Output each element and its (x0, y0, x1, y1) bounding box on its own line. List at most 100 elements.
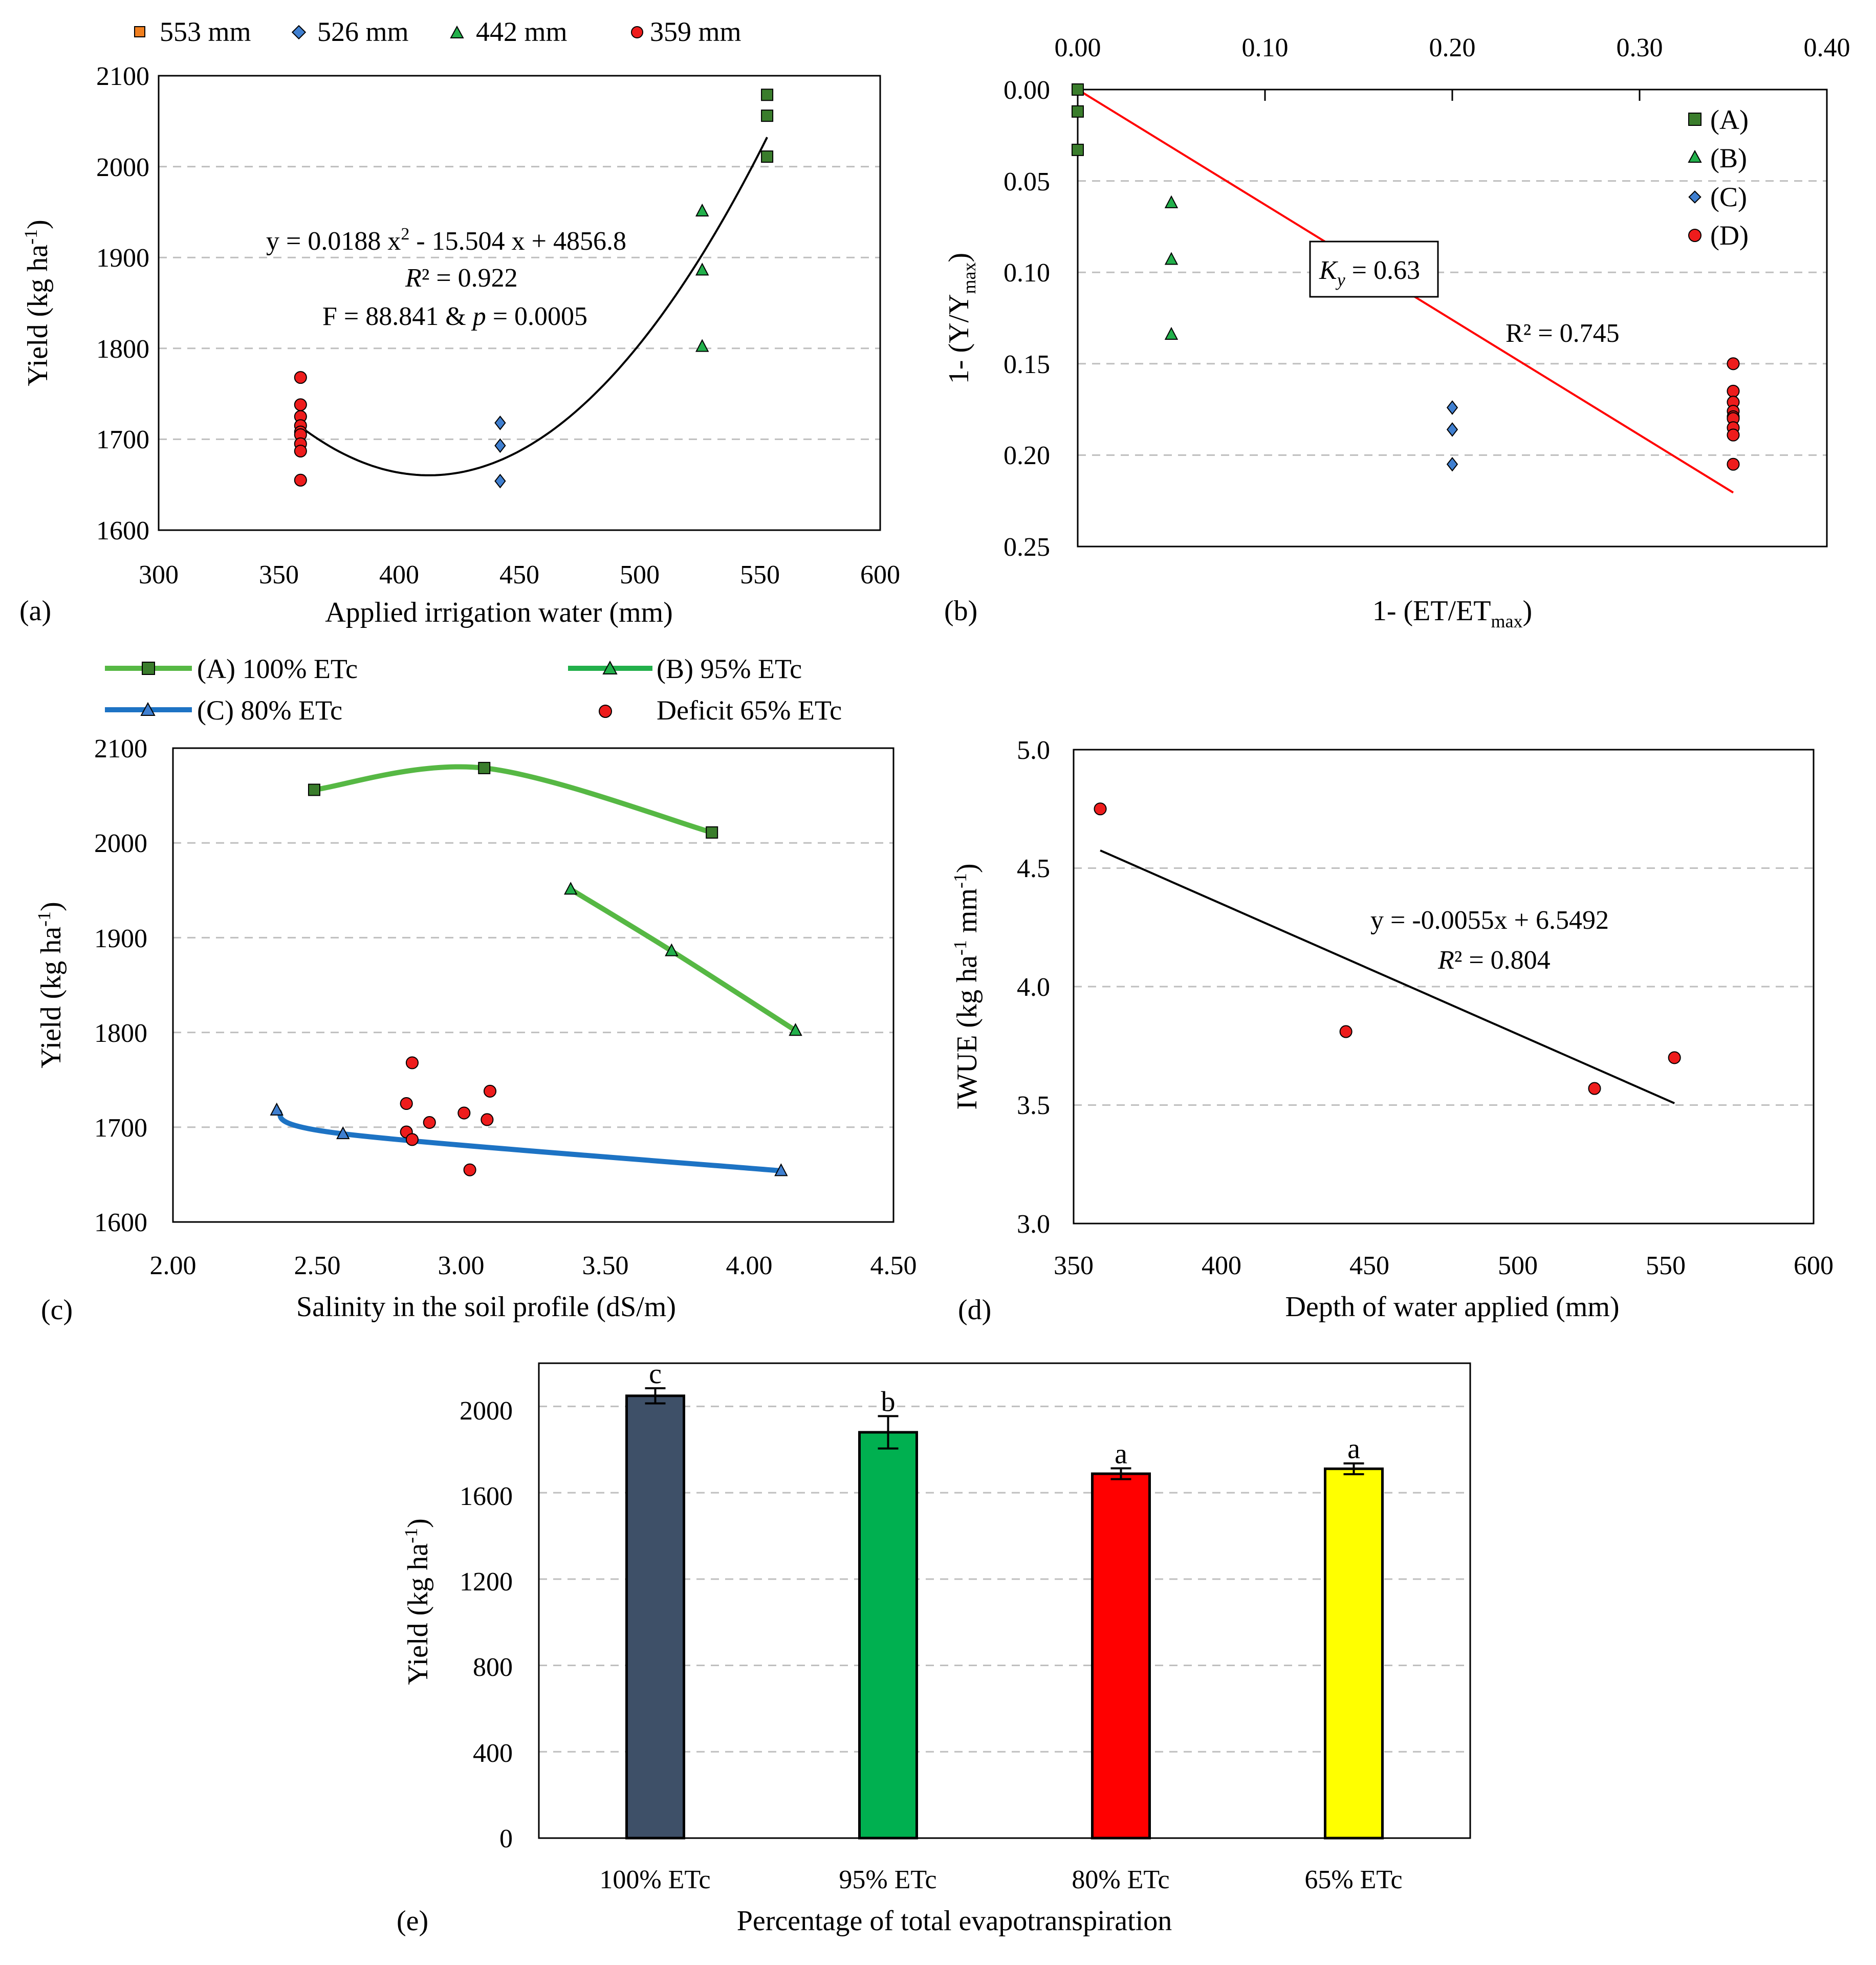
panel-b-point (1164, 252, 1179, 265)
panel-c-line-B (568, 886, 798, 1033)
panel-c-line-C (274, 1107, 784, 1173)
x-tick-label: 500 (1498, 1251, 1538, 1280)
panel-e-bar (625, 1394, 685, 1840)
panel-a-point (761, 150, 774, 163)
legend-marker-C (1688, 190, 1702, 204)
x-tick-label: 300 (139, 560, 179, 590)
panel-d-x-title: Depth of water applied (mm) (1285, 1291, 1619, 1323)
x-tick-label: 2.50 (294, 1251, 341, 1280)
panel-a-point (695, 263, 709, 276)
legend-marker-D (1688, 229, 1702, 242)
legend-marker-B (602, 660, 618, 674)
panel-c-point (336, 1126, 350, 1140)
panel-c-y-title: Yield (kg ha-1) (34, 902, 67, 1068)
panel-c-point (270, 1102, 283, 1116)
panel-e-label: (e) (397, 1905, 428, 1937)
y-tick-label: 1900 (94, 924, 147, 953)
panel-b-point (1072, 83, 1084, 96)
panel-a-point (695, 339, 709, 352)
panel-c-point (405, 1133, 419, 1146)
panel-e-x-title: Percentage of total evapotranspiration (737, 1905, 1172, 1937)
x-tick-label: 80% ETc (1072, 1865, 1169, 1894)
panel-e: c b a a 0 400 800 1200 1600 2000 100% ETc 9… (397, 1358, 1471, 1937)
panel-b-top-ticks (1077, 90, 1828, 101)
y-tick-label: 0.25 (1004, 533, 1050, 562)
panel-a-yticks: 1600 1700 1800 1900 2000 2100 (96, 62, 149, 545)
x-tick-label: 65% ETc (1304, 1865, 1402, 1894)
panel-a: 553 mm 526 mm 442 mm 359 mm 300 350 400 … (19, 16, 900, 628)
x-tick-label: 0.00 (1055, 33, 1101, 62)
panel-c-legend: (A) 100% ETc (B) 95% ETc (C) 80% ETc Def… (105, 653, 842, 726)
panel-c-xticks: 2.00 2.50 3.00 3.50 4.00 4.50 (150, 1251, 917, 1280)
x-tick-label: 3.50 (582, 1251, 629, 1280)
panel-c-point (405, 1056, 419, 1069)
legend-label-C: (C) 80% ETc (197, 695, 342, 726)
panel-a-r2: R² = 0.922 (405, 264, 518, 293)
panel-a-point (494, 473, 506, 489)
panel-d: 350 400 450 500 550 600 3.0 3.5 4.0 4.5 … (950, 736, 1834, 1326)
legend-marker-A (142, 662, 155, 675)
panel-b-point (1446, 422, 1458, 437)
legend-label-B: (B) 95% ETc (657, 653, 802, 684)
panel-b-xticks: 0.00 0.10 0.20 0.30 0.40 (1055, 33, 1850, 62)
panel-b-legend: (A) (B) (C) (D) (1688, 104, 1749, 251)
panel-a-point (494, 416, 506, 430)
panel-b-point (1072, 105, 1084, 118)
panel-c-point (423, 1116, 436, 1129)
panel-e-grid (539, 1405, 1470, 1753)
legend-marker-442 (450, 25, 464, 38)
x-tick-label: 350 (1054, 1251, 1094, 1280)
panel-b-point (1164, 326, 1179, 340)
panel-a-point (761, 89, 774, 101)
x-tick-label: 450 (1349, 1251, 1389, 1280)
panel-b-grid (1078, 180, 1827, 456)
legend-label-553: 553 mm (160, 16, 251, 47)
y-tick-label: 1600 (96, 516, 149, 545)
legend-marker-A (1688, 113, 1702, 126)
panel-e-bars: c b a a (625, 1358, 1384, 1840)
panel-c-point (481, 1113, 494, 1126)
legend-marker-359 (631, 26, 643, 38)
panel-d-y-title: IWUE (kg ha-1 mm-1) (950, 863, 983, 1109)
panel-e-bar (1091, 1472, 1151, 1840)
panel-b-point (1446, 400, 1458, 415)
x-tick-label: 500 (620, 560, 660, 590)
y-tick-label: 0.00 (1004, 76, 1050, 105)
panel-a-xticks: 300 350 400 450 500 550 600 (139, 560, 900, 590)
panel-a-point (294, 444, 307, 458)
panel-d-yticks: 3.0 3.5 4.0 4.5 5.0 (1017, 736, 1050, 1239)
panel-e-bar (858, 1431, 918, 1840)
x-tick-label: 450 (499, 560, 539, 590)
panel-b-x-title: 1- (ET/ETmax) (1372, 595, 1532, 631)
y-tick-label: 2000 (96, 153, 149, 182)
panel-a-plot-frame (158, 75, 881, 531)
y-tick-label: 1900 (96, 244, 149, 273)
x-tick-label: 0.20 (1429, 33, 1476, 62)
panel-c-point (789, 1023, 802, 1036)
legend-label-526: 526 mm (317, 16, 409, 47)
panel-c-point (483, 1084, 497, 1098)
panel-d-equation: y = -0.0055x + 6.5492 (1370, 906, 1609, 935)
ky-annotation: Ky = 0.63 (1319, 256, 1420, 290)
panel-c-points (270, 761, 802, 1176)
panel-d-point (1668, 1051, 1681, 1064)
x-tick-label: 100% ETc (599, 1865, 710, 1894)
panel-d-grid (1074, 867, 1814, 1106)
panel-d-label: (d) (958, 1294, 991, 1326)
panel-a-point (494, 438, 506, 453)
legend-label-B: (B) (1710, 143, 1747, 173)
panel-d-point (1339, 1025, 1353, 1038)
panel-b-point (1164, 195, 1179, 208)
panel-c-plot-frame (172, 747, 895, 1223)
panel-e-significance-letter: b (881, 1386, 896, 1417)
panel-d-plot-frame (1073, 749, 1815, 1225)
panel-d-xticks: 350 400 450 500 550 600 (1054, 1251, 1834, 1280)
y-tick-label: 3.0 (1017, 1210, 1050, 1239)
y-tick-label: 1700 (94, 1114, 147, 1143)
panel-c-point (457, 1106, 471, 1120)
x-tick-label: 550 (740, 560, 780, 590)
panel-c-point (706, 826, 718, 839)
legend-label-C: (C) (1710, 182, 1747, 212)
y-tick-label: 1600 (460, 1482, 513, 1511)
y-tick-label: 2000 (460, 1396, 513, 1426)
